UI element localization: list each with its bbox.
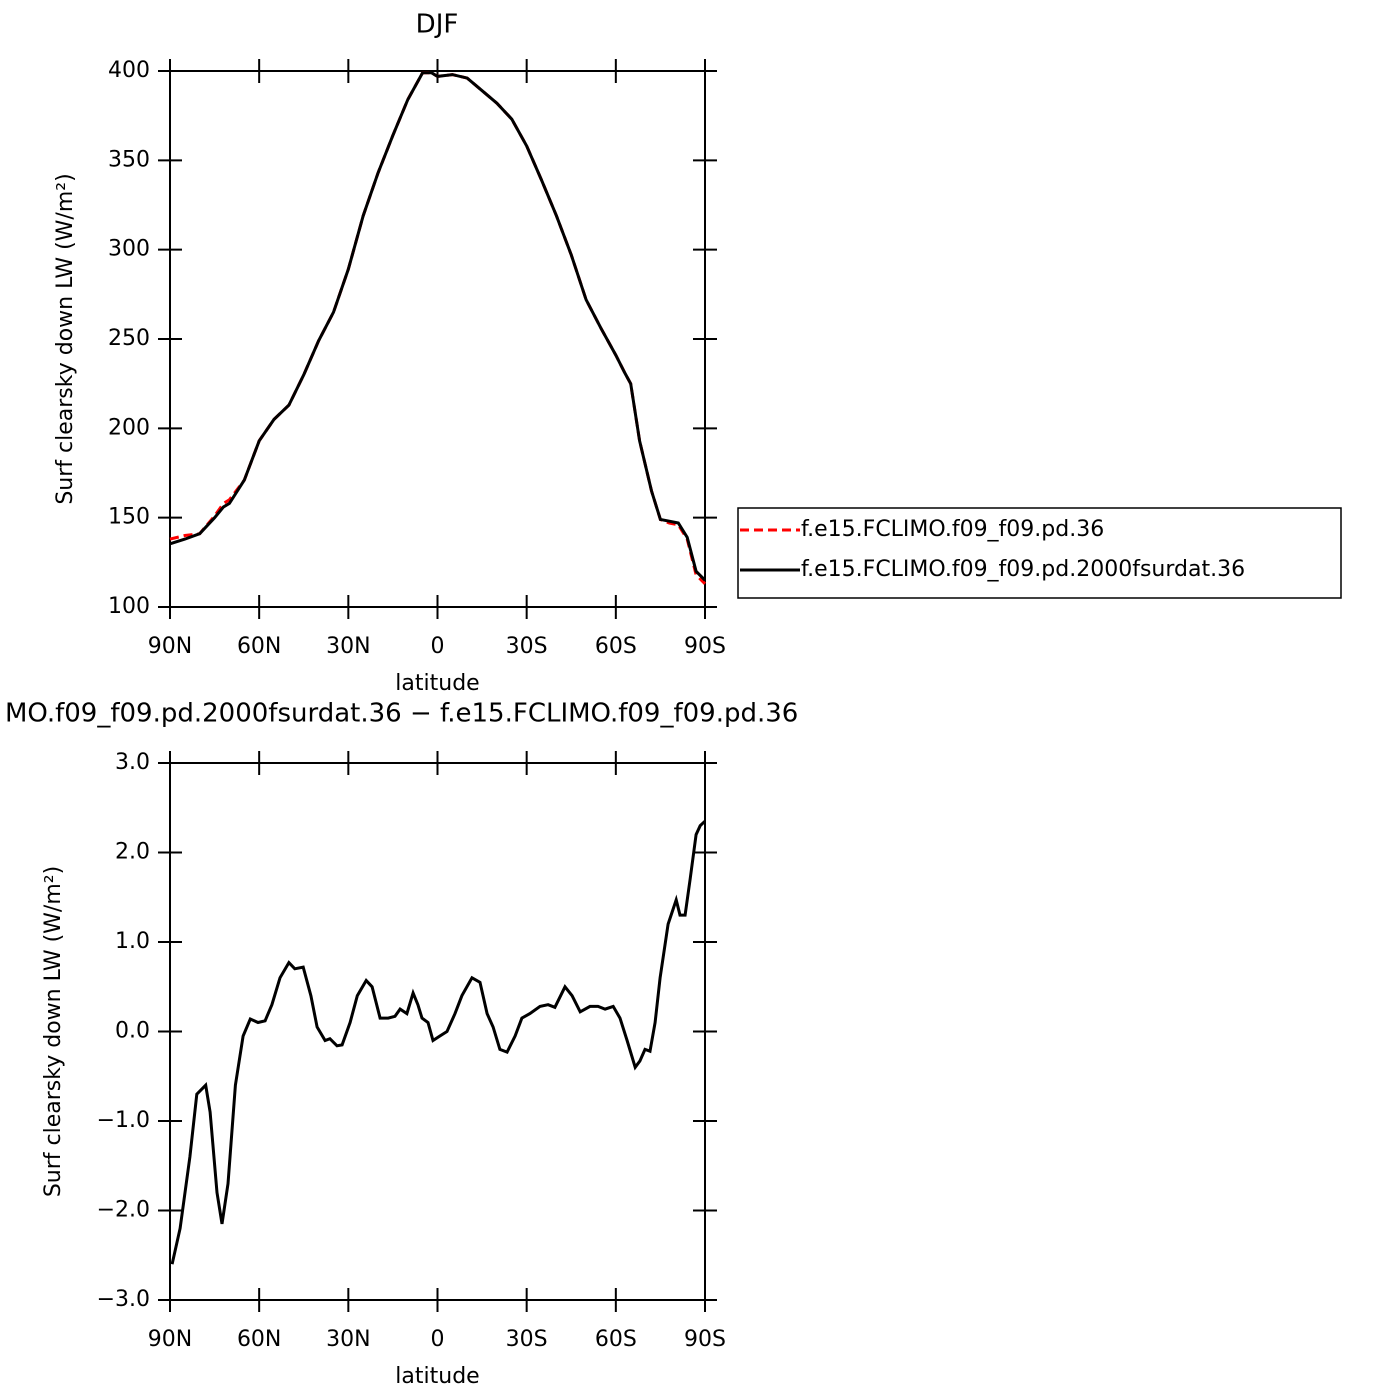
y-tick-label: −1.0: [97, 1108, 150, 1133]
x-tick-label: 90S: [684, 634, 726, 659]
y-tick-label: 0.0: [115, 1019, 150, 1044]
x-tick-label: 60N: [237, 1327, 281, 1352]
legend-box: [737, 507, 1342, 599]
y-tick-label: 1.0: [115, 929, 150, 954]
data-line: [169, 71, 707, 585]
y-tick-label: 250: [108, 326, 150, 351]
y-tick-label: 100: [108, 594, 150, 619]
data-line: [170, 820, 707, 1265]
y-axis-label: Surf clearsky down LW (W/m²): [41, 866, 66, 1197]
data-line: [169, 71, 707, 582]
chart-title: MO.f09_f09.pd.2000fsurdat.36 − f.e15.FCL…: [5, 699, 798, 729]
x-tick-label: 90N: [148, 1327, 192, 1352]
x-tick-label: 30N: [326, 634, 370, 659]
y-tick-label: −2.0: [97, 1198, 150, 1223]
y-tick-label: 400: [108, 58, 150, 83]
y-tick-label: 350: [108, 147, 150, 172]
x-tick-label: 30S: [506, 634, 548, 659]
x-axis-label: latitude: [395, 1364, 479, 1389]
y-tick-label: 150: [108, 505, 150, 530]
x-tick-label: 0: [431, 634, 445, 659]
legend-label: f.e15.FCLIMO.f09_f09.pd.36: [801, 517, 1104, 542]
x-tick-label: 60S: [595, 1327, 637, 1352]
x-tick-label: 30S: [506, 1327, 548, 1352]
x-axis-label: latitude: [395, 671, 479, 696]
x-tick-label: 30N: [326, 1327, 370, 1352]
x-tick-label: 60N: [237, 634, 281, 659]
x-tick-label: 0: [431, 1327, 445, 1352]
plot-frame: [169, 70, 706, 608]
x-tick-label: 60S: [595, 634, 637, 659]
y-tick-label: 200: [108, 415, 150, 440]
y-tick-label: −3.0: [97, 1287, 150, 1312]
y-tick-label: 2.0: [115, 840, 150, 865]
chart-title: DJF: [416, 10, 459, 40]
legend-label: f.e15.FCLIMO.f09_f09.pd.2000fsurdat.36: [801, 557, 1245, 582]
y-tick-label: 300: [108, 237, 150, 262]
y-tick-label: 3.0: [115, 750, 150, 775]
x-tick-label: 90N: [148, 634, 192, 659]
y-axis-label: Surf clearsky down LW (W/m²): [53, 173, 78, 504]
x-tick-label: 90S: [684, 1327, 726, 1352]
